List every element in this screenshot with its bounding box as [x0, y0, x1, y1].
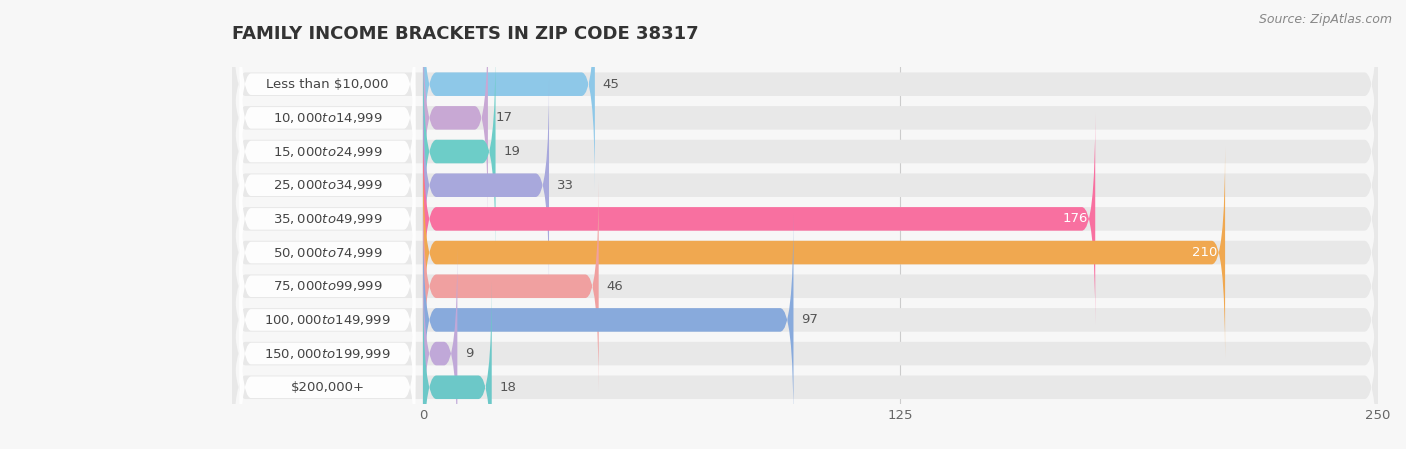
Text: 210: 210 [1192, 246, 1218, 259]
Text: $15,000 to $24,999: $15,000 to $24,999 [273, 145, 382, 158]
Text: $75,000 to $99,999: $75,000 to $99,999 [273, 279, 382, 293]
FancyBboxPatch shape [232, 12, 1378, 224]
Text: 97: 97 [801, 313, 818, 326]
Text: 33: 33 [557, 179, 574, 192]
FancyBboxPatch shape [232, 113, 1378, 325]
Text: 18: 18 [499, 381, 516, 394]
Text: $50,000 to $74,999: $50,000 to $74,999 [273, 246, 382, 260]
Text: FAMILY INCOME BRACKETS IN ZIP CODE 38317: FAMILY INCOME BRACKETS IN ZIP CODE 38317 [232, 25, 699, 43]
Text: 17: 17 [495, 111, 513, 124]
FancyBboxPatch shape [232, 281, 1378, 449]
FancyBboxPatch shape [232, 180, 1378, 392]
Text: $10,000 to $14,999: $10,000 to $14,999 [273, 111, 382, 125]
Text: $150,000 to $199,999: $150,000 to $199,999 [264, 347, 391, 361]
Text: 19: 19 [503, 145, 520, 158]
FancyBboxPatch shape [239, 61, 415, 242]
FancyBboxPatch shape [239, 0, 415, 174]
FancyBboxPatch shape [423, 0, 595, 190]
FancyBboxPatch shape [423, 214, 793, 426]
Text: $100,000 to $149,999: $100,000 to $149,999 [264, 313, 391, 327]
Text: $35,000 to $49,999: $35,000 to $49,999 [273, 212, 382, 226]
FancyBboxPatch shape [239, 95, 415, 275]
FancyBboxPatch shape [232, 45, 1378, 258]
Text: 46: 46 [606, 280, 623, 293]
FancyBboxPatch shape [232, 214, 1378, 426]
Text: $25,000 to $34,999: $25,000 to $34,999 [273, 178, 382, 192]
FancyBboxPatch shape [423, 247, 457, 449]
FancyBboxPatch shape [423, 180, 599, 392]
FancyBboxPatch shape [423, 146, 1225, 359]
Text: 9: 9 [465, 347, 474, 360]
FancyBboxPatch shape [232, 247, 1378, 449]
Text: 45: 45 [603, 78, 620, 91]
FancyBboxPatch shape [423, 281, 492, 449]
FancyBboxPatch shape [239, 128, 415, 309]
FancyBboxPatch shape [232, 146, 1378, 359]
FancyBboxPatch shape [423, 12, 488, 224]
FancyBboxPatch shape [239, 229, 415, 410]
FancyBboxPatch shape [239, 263, 415, 444]
FancyBboxPatch shape [239, 196, 415, 376]
FancyBboxPatch shape [423, 113, 1095, 325]
FancyBboxPatch shape [232, 0, 1378, 190]
FancyBboxPatch shape [239, 162, 415, 343]
Text: $200,000+: $200,000+ [291, 381, 364, 394]
Text: 176: 176 [1062, 212, 1088, 225]
FancyBboxPatch shape [423, 79, 548, 291]
FancyBboxPatch shape [423, 45, 495, 258]
FancyBboxPatch shape [232, 79, 1378, 291]
Text: Less than $10,000: Less than $10,000 [266, 78, 388, 91]
FancyBboxPatch shape [239, 27, 415, 208]
FancyBboxPatch shape [239, 297, 415, 449]
Text: Source: ZipAtlas.com: Source: ZipAtlas.com [1258, 13, 1392, 26]
